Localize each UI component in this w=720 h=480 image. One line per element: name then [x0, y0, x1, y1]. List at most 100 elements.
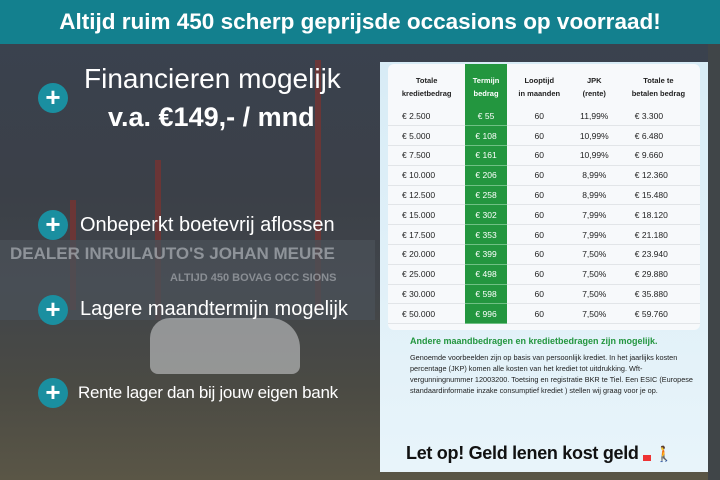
bullet-3: Rente lager dan bij jouw eigen bank: [78, 383, 338, 402]
money-icon: [642, 455, 651, 461]
table-cell: 7,50%: [571, 303, 617, 325]
table-cell: 60: [506, 264, 572, 285]
table-cell: € 55: [465, 106, 507, 127]
table-cell: 7,50%: [571, 244, 617, 265]
column-header-line: kredietbedrag: [401, 89, 452, 98]
table-row: € 15.000 € 302 60 7,99% € 18.120: [388, 204, 700, 226]
column-header: Totale te betalen bedrag: [617, 64, 700, 106]
plus-icon: +: [38, 83, 68, 113]
plus-icon: +: [38, 295, 68, 325]
table-cell: 8,99%: [571, 185, 617, 206]
table-cell: € 353: [465, 224, 507, 246]
canopy-pole: [315, 60, 321, 310]
column-header-line: Termijn: [472, 76, 500, 85]
table-cell: 60: [506, 224, 572, 246]
column-header-line: (rente): [582, 89, 606, 98]
headline: Financieren mogelijk: [84, 63, 341, 94]
table-cell: € 17.500: [388, 224, 466, 246]
table-cell: € 498: [465, 264, 507, 285]
table-cell: € 50.000: [388, 303, 466, 325]
table-cell: € 59.760: [616, 303, 700, 325]
column-header: Totale kredietbedrag: [388, 64, 465, 106]
table-row: € 25.000 € 498 60 7,50% € 29.880: [388, 264, 700, 285]
table-cell: € 598: [465, 284, 507, 305]
table-cell: € 21.180: [616, 224, 700, 246]
table-cell: € 15.000: [388, 204, 466, 226]
column-header-line: Looptijd: [524, 76, 555, 85]
table-cell: 7,50%: [571, 284, 617, 305]
column-header-line: Totale te: [643, 76, 674, 85]
column-header: JPK (rente): [572, 64, 617, 106]
table-cell: € 206: [465, 165, 507, 186]
table-cell: 60: [506, 204, 572, 226]
table-cell: € 258: [465, 185, 507, 206]
dealership-sign: DEALER INRUILAUTO'S JOHAN MEURE: [10, 244, 335, 263]
column-header-line: Totale: [415, 76, 438, 85]
column-header-line: betalen bedrag: [631, 89, 686, 98]
table-row: € 10.000 € 206 60 8,99% € 12.360: [388, 165, 700, 186]
table-cell: 60: [506, 125, 572, 147]
table-cell: 60: [506, 303, 572, 325]
column-header-line: JPK: [586, 76, 602, 85]
table-row: € 2.500 € 55 60 11,99% € 3.300: [388, 106, 700, 127]
table-row: € 17.500 € 353 60 7,99% € 21.180: [388, 224, 700, 246]
finance-table: Totale kredietbedrag Termijn bedrag Looptijd…: [388, 64, 700, 325]
table-cell: € 18.120: [616, 204, 700, 226]
price: v.a. €149,- / mnd: [108, 102, 315, 132]
plus-icon: +: [38, 210, 68, 240]
table-cell: € 2.500: [388, 106, 466, 127]
table-cell: € 10.000: [388, 165, 466, 186]
bullet-2: Lagere maandtermijn mogelijk: [80, 298, 348, 320]
table-cell: € 30.000: [388, 284, 466, 305]
car: [150, 318, 300, 374]
header-banner: Altijd ruim 450 scherp geprijsde occasio…: [0, 0, 720, 44]
column-header-line: in maanden: [518, 89, 561, 98]
table-row: € 5.000 € 108 60 10,99% € 6.480: [388, 125, 700, 147]
table-cell: € 399: [465, 244, 507, 265]
table-cell: 60: [506, 185, 572, 206]
bullet-1: Onbeperkt boetevrij aflossen: [80, 214, 335, 236]
table-cell: € 9.660: [616, 145, 700, 166]
table-cell: 60: [506, 106, 572, 127]
table-cell: 7,50%: [571, 264, 617, 285]
table-cell: € 12.500: [388, 185, 466, 206]
table-cell: € 12.360: [616, 165, 700, 186]
table-row: € 12.500 € 258 60 8,99% € 15.480: [388, 185, 700, 206]
table-cell: € 25.000: [388, 264, 466, 285]
table-row: € 50.000 € 996 60 7,50% € 59.760: [388, 303, 700, 325]
right-edge: [708, 44, 720, 480]
table-cell: € 5.000: [388, 125, 466, 147]
table-cell: 60: [506, 145, 572, 166]
warning-row: Let op! Geld lenen kost geld 🚶: [406, 443, 673, 464]
table-cell: € 3.300: [616, 106, 700, 127]
table-row: € 20.000 € 399 60 7,50% € 23.940: [388, 244, 700, 265]
table-cell: 10,99%: [571, 145, 617, 166]
warning-text: Let op! Geld lenen kost geld: [406, 443, 639, 463]
table-cell: € 161: [465, 145, 507, 166]
table-cell: € 302: [465, 204, 507, 226]
table-cell: € 35.880: [616, 284, 700, 305]
walking-person-icon: 🚶: [654, 446, 674, 463]
note-text: Genoemde voorbeelden zijn op basis van p…: [410, 353, 693, 395]
table-cell: € 15.480: [616, 185, 700, 206]
table-cell: 11,99%: [571, 106, 617, 127]
table-cell: 7,99%: [571, 224, 617, 246]
table-cell: 7,99%: [571, 204, 617, 226]
table-cell: € 23.940: [616, 244, 700, 265]
table-cell: € 7.500: [388, 145, 466, 166]
table-cell: € 29.880: [616, 264, 700, 285]
column-header: Termijn bedrag: [465, 64, 507, 106]
dealership-sign-2: ALTIJD 450 BOVAG OCC SIONS: [170, 272, 337, 284]
finance-panel: Totale kredietbedrag Termijn bedrag Looptijd…: [380, 62, 708, 472]
table-cell: € 6.480: [616, 125, 700, 147]
note-heading: Andere maandbedragen en kredietbedragen …: [410, 336, 658, 346]
finance-table-card: Totale kredietbedrag Termijn bedrag Looptijd…: [388, 64, 700, 330]
plus-icon: +: [38, 378, 68, 408]
table-cell: 60: [506, 284, 572, 305]
column-header-line: bedrag: [473, 89, 499, 98]
table-row: € 7.500 € 161 60 10,99% € 9.660: [388, 145, 700, 166]
table-cell: € 996: [465, 303, 507, 325]
table-cell: € 108: [465, 125, 507, 147]
column-header: Looptijd in maanden: [507, 64, 572, 106]
table-cell: 60: [506, 165, 572, 186]
